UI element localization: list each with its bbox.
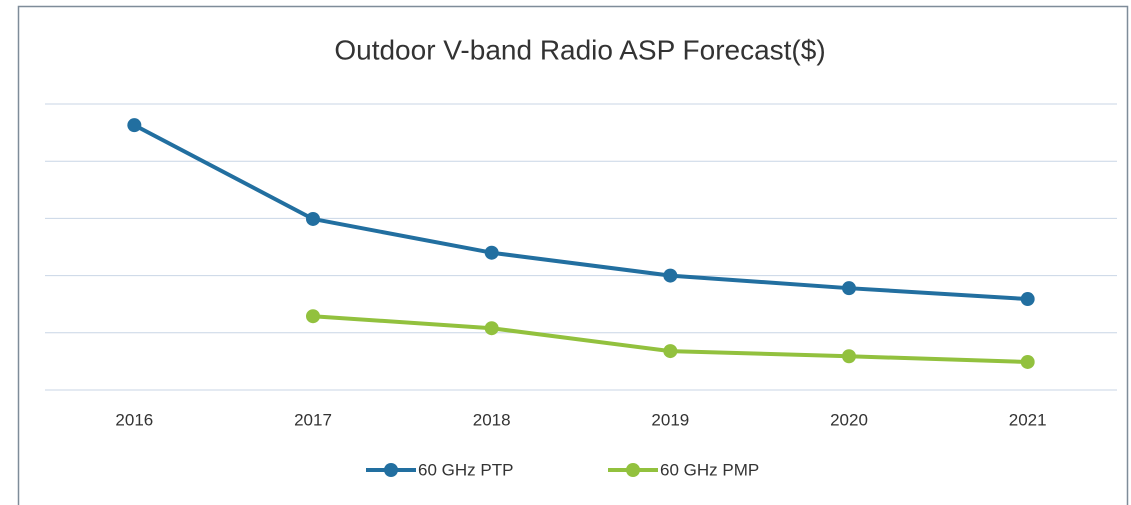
data-point — [127, 118, 142, 133]
legend-marker — [626, 463, 640, 477]
chart-title: Outdoor V-band Radio ASP Forecast($) — [334, 34, 825, 65]
data-point — [663, 268, 678, 283]
x-tick-label: 2019 — [651, 410, 689, 429]
x-tick-label: 2021 — [1009, 410, 1047, 429]
legend-label: 60 GHz PMP — [660, 460, 759, 479]
data-point — [484, 321, 499, 336]
series-line — [133, 123, 1028, 302]
chart-frame — [17, 5, 1129, 505]
data-point — [484, 245, 499, 260]
data-point — [1020, 292, 1035, 307]
data-point — [842, 281, 856, 296]
legend-marker — [384, 463, 398, 477]
x-tick-label: 2017 — [294, 410, 332, 429]
x-tick-label: 2020 — [830, 410, 868, 429]
data-point — [842, 349, 856, 364]
data-point — [306, 309, 320, 324]
data-point — [1020, 354, 1035, 369]
x-tick-label: 2018 — [473, 410, 511, 429]
legend-label: 60 GHz PTP — [418, 460, 513, 479]
x-tick-label: 2016 — [115, 410, 153, 429]
data-point — [306, 211, 320, 226]
data-point — [663, 344, 678, 359]
